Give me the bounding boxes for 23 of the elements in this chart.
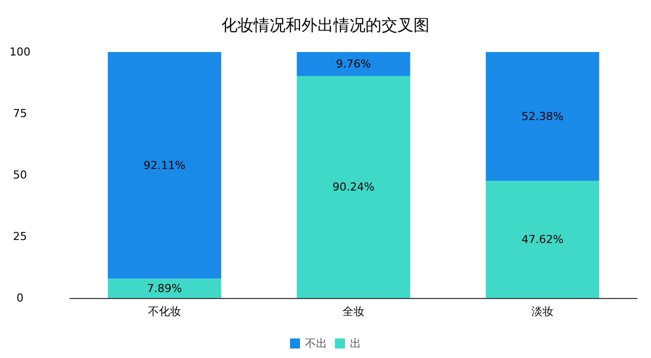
legend-label: 不出 (305, 337, 327, 350)
bar (108, 52, 222, 279)
data-label: 52.38% (522, 110, 564, 123)
legend-label: 出 (350, 337, 361, 350)
chart-title: 化妆情况和外出情况的交叉图 (222, 16, 430, 34)
y-tick-label: 25 (13, 230, 27, 243)
bar (486, 180, 600, 298)
bar (108, 278, 222, 298)
x-tick-label: 不化妆 (148, 305, 181, 318)
data-label: 7.89% (147, 282, 182, 295)
y-tick-label: 50 (13, 168, 27, 182)
bar (486, 52, 600, 181)
bar (296, 52, 410, 76)
bar (296, 76, 410, 298)
data-label: 9.76% (336, 58, 371, 71)
x-tick-label: 全妆 (342, 305, 364, 318)
y-tick-label: 0 (16, 292, 24, 304)
data-label: 47.62% (522, 232, 564, 246)
x-tick-label: 淡妆 (532, 305, 554, 318)
y-tick-label: 75 (13, 107, 27, 120)
data-label: 92.11% (144, 158, 186, 172)
data-label: 90.24% (332, 180, 374, 194)
y-tick-label: 100 (10, 46, 30, 58)
